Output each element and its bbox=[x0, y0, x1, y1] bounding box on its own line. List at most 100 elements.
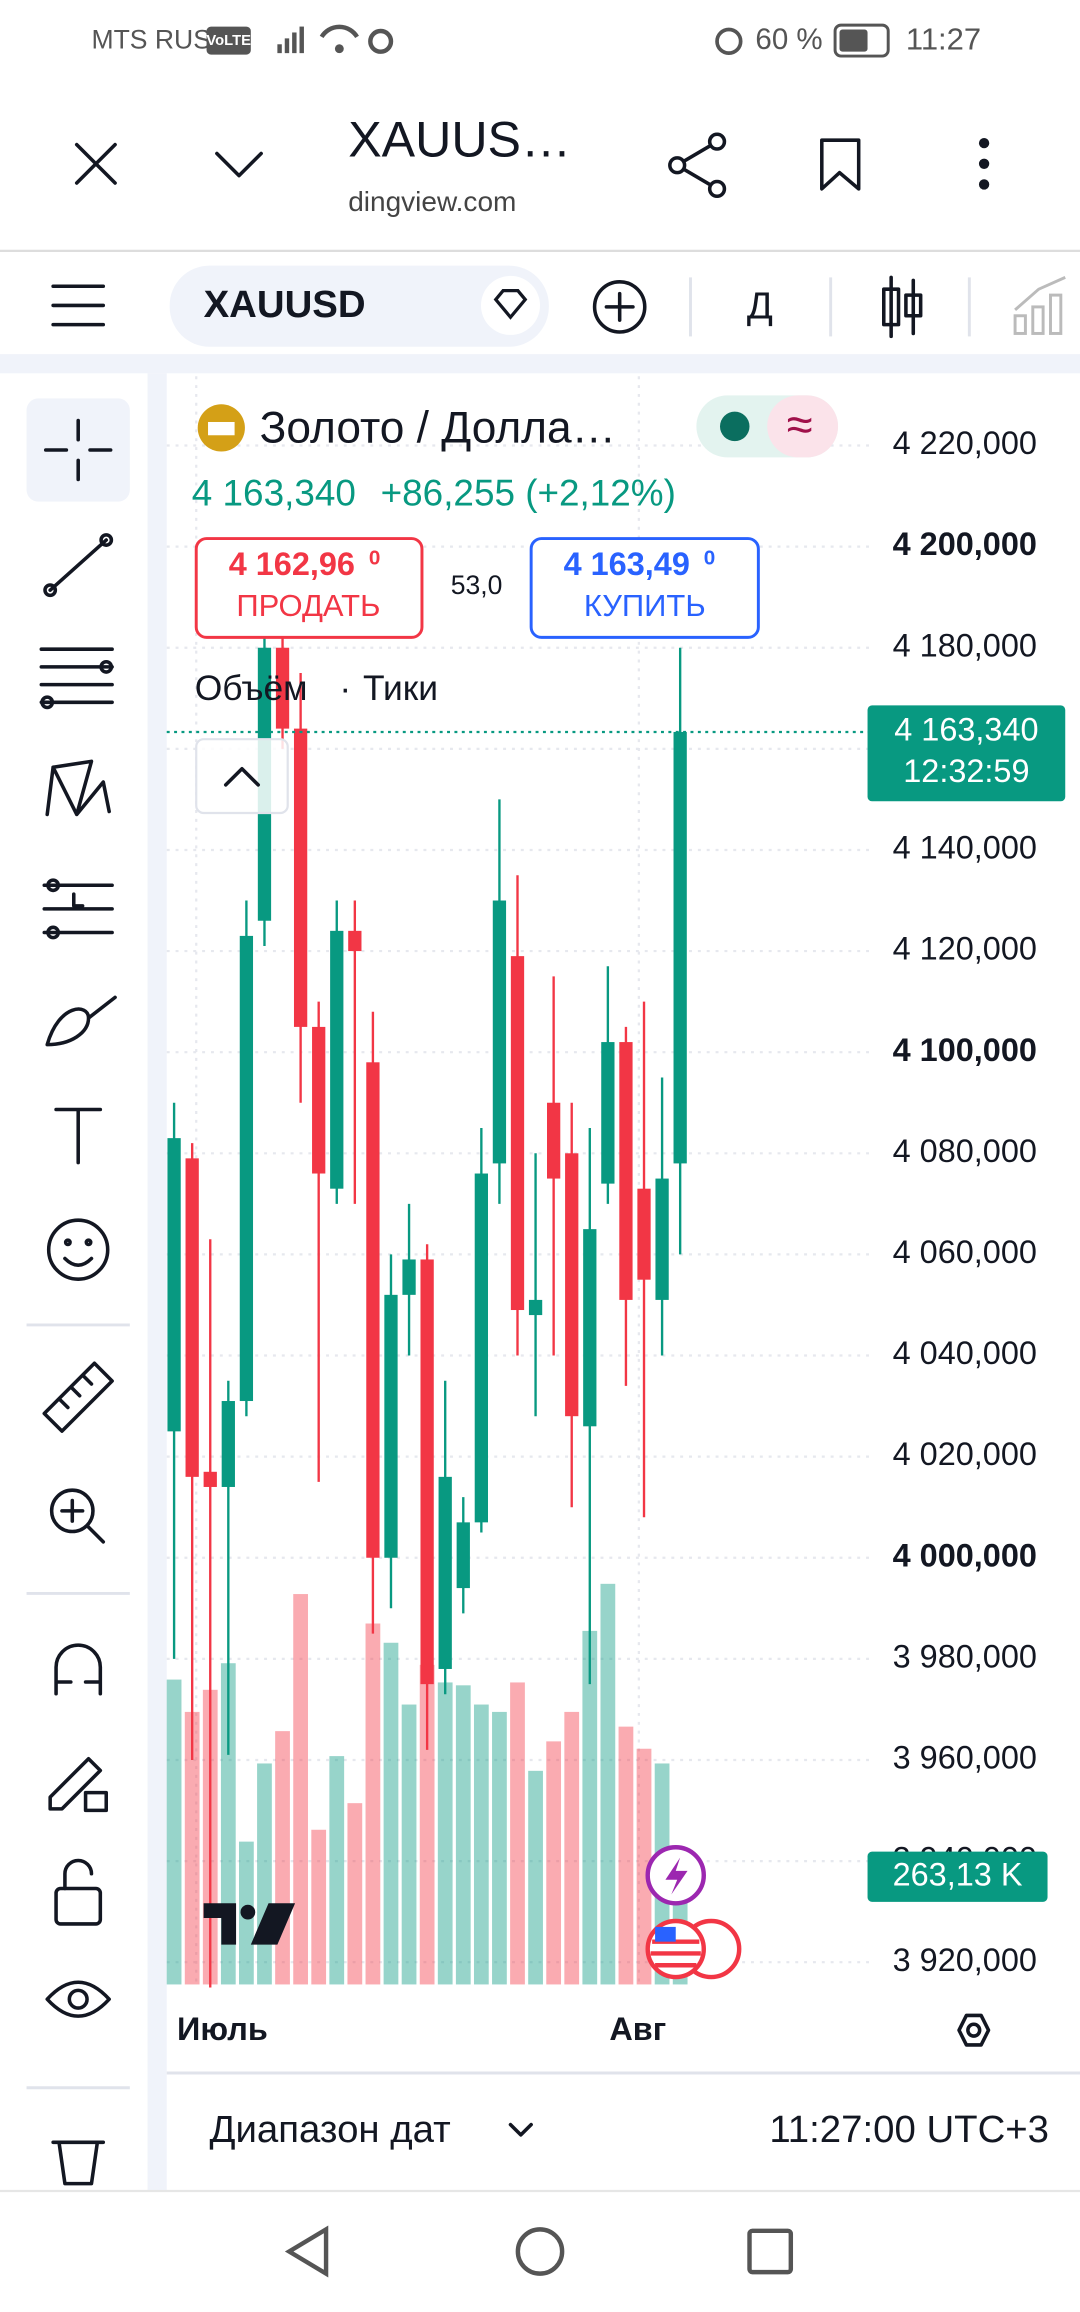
candle-body bbox=[547, 1102, 561, 1179]
date-range[interactable]: Диапазон дат bbox=[210, 2108, 451, 2151]
delay-mark: ≈ bbox=[787, 398, 813, 451]
separator-dot: · bbox=[339, 668, 351, 708]
volume-bar bbox=[492, 1711, 507, 1985]
network: VoLTE bbox=[206, 33, 251, 49]
candle-body bbox=[275, 647, 290, 729]
candle-body bbox=[384, 1294, 398, 1558]
candle-body bbox=[420, 1259, 434, 1685]
battery-fill bbox=[839, 29, 868, 52]
buy-button[interactable] bbox=[529, 537, 760, 639]
price-change: +86,255 (+2,12%) bbox=[381, 473, 676, 514]
tv-logo-dot bbox=[240, 1904, 256, 1920]
nav-back[interactable] bbox=[284, 2225, 329, 2278]
market-open bbox=[720, 411, 750, 442]
volume-bar bbox=[437, 1682, 453, 1985]
volume-bar bbox=[510, 1682, 525, 1985]
band bbox=[0, 354, 1080, 374]
candle-body bbox=[492, 900, 507, 1164]
nav-recents[interactable] bbox=[747, 2228, 794, 2275]
page-title: XAUUS… bbox=[348, 111, 571, 167]
volume-bar bbox=[419, 1664, 435, 1985]
countdown: 12:32:59 bbox=[903, 753, 1029, 789]
y-tick-label: 4 100,000 bbox=[893, 1032, 1037, 1068]
volume-bar bbox=[528, 1770, 543, 1985]
interval[interactable]: Д bbox=[747, 285, 773, 328]
y-tick-label: 4 080,000 bbox=[893, 1133, 1037, 1169]
candle-body bbox=[203, 1471, 217, 1487]
cursor-tool[interactable] bbox=[26, 398, 130, 502]
candle-body bbox=[402, 1259, 416, 1295]
candle-body bbox=[474, 1173, 488, 1523]
indicators[interactable] bbox=[1013, 276, 1066, 335]
volume-bar bbox=[329, 1756, 345, 1985]
tv-logo bbox=[203, 1903, 296, 1945]
volume-bar bbox=[166, 1679, 182, 1985]
candle-body bbox=[330, 930, 344, 1189]
last-price-box bbox=[867, 705, 1066, 802]
battery-level: 60 % bbox=[755, 23, 822, 56]
volume-bar bbox=[365, 1623, 381, 1985]
share-button[interactable] bbox=[668, 132, 727, 199]
gold-bar bbox=[208, 421, 235, 436]
sidebar-gap bbox=[147, 373, 167, 2192]
candle-body bbox=[438, 1476, 452, 1669]
volume-bar bbox=[293, 1594, 308, 1985]
close-button[interactable] bbox=[74, 142, 117, 185]
last-price-label: 4 163,340 bbox=[894, 712, 1038, 748]
volume-bar bbox=[473, 1704, 489, 1985]
candle-body bbox=[456, 1522, 470, 1589]
y-tick-label: 4 040,000 bbox=[893, 1335, 1037, 1371]
chart-type[interactable] bbox=[882, 275, 923, 339]
candle-body bbox=[565, 1153, 579, 1417]
bookmark-button[interactable] bbox=[820, 138, 861, 191]
chevron-up bbox=[223, 766, 260, 787]
candle-body bbox=[167, 1138, 181, 1432]
premium-badge[interactable] bbox=[480, 275, 540, 335]
x-axis-label: Июль bbox=[177, 2011, 268, 2047]
dropdown-arrow bbox=[508, 2122, 533, 2137]
candle-body bbox=[673, 731, 687, 1164]
hamburger[interactable] bbox=[51, 284, 106, 327]
candle-body bbox=[348, 930, 362, 952]
status-pill-right bbox=[767, 395, 839, 458]
add-symbol[interactable] bbox=[592, 280, 647, 334]
candle-body bbox=[601, 1042, 615, 1184]
candle-body bbox=[293, 728, 308, 1027]
volume-bar bbox=[275, 1731, 290, 1985]
candle-body bbox=[221, 1401, 235, 1487]
settings-button[interactable] bbox=[957, 2013, 991, 2047]
sell-price-tail: 0 bbox=[369, 547, 380, 570]
volume-label: 263,13 K bbox=[893, 1856, 1023, 1892]
volume-bar bbox=[546, 1741, 562, 1985]
candle-layer bbox=[166, 632, 871, 1988]
volume-bar bbox=[455, 1685, 471, 1985]
collapse-button[interactable] bbox=[215, 151, 263, 178]
candle-body bbox=[619, 1042, 633, 1300]
volume-bar bbox=[347, 1803, 363, 1985]
menu-button[interactable] bbox=[978, 137, 990, 190]
tools bbox=[39, 418, 117, 2186]
symbol-pill[interactable] bbox=[169, 265, 549, 347]
y-tick-label: 4 220,000 bbox=[893, 425, 1037, 461]
volume-label-box bbox=[867, 1851, 1048, 1902]
volume-bar bbox=[636, 1748, 652, 1985]
buy-label: КУПИТЬ bbox=[584, 588, 706, 623]
y-tick-label: 4 140,000 bbox=[893, 830, 1037, 866]
collapse-legend[interactable] bbox=[195, 738, 289, 815]
x-axis-label: Авг bbox=[609, 2011, 666, 2047]
last-price: 4 163,340 bbox=[192, 473, 356, 514]
y-tick-label: 3 980,000 bbox=[893, 1638, 1037, 1674]
candle-body bbox=[239, 935, 254, 1402]
volume-bar bbox=[401, 1704, 417, 1985]
nav-home[interactable] bbox=[515, 2227, 565, 2276]
candle-body bbox=[185, 1158, 199, 1477]
plus bbox=[604, 291, 635, 322]
candle-body bbox=[366, 1062, 380, 1558]
candle-body bbox=[528, 1299, 543, 1316]
y-tick-label: 4 120,000 bbox=[893, 931, 1037, 967]
indicator-param: Тики bbox=[363, 668, 438, 708]
sell-button[interactable] bbox=[194, 537, 424, 639]
volume-bar bbox=[257, 1763, 272, 1985]
y-tick-label: 4 000,000 bbox=[893, 1537, 1037, 1573]
